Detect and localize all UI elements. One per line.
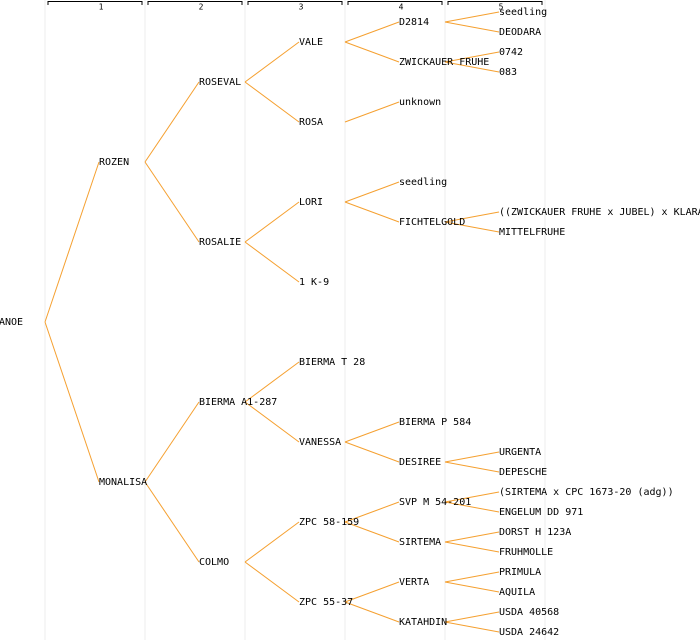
node-label: DORST H 123A [499,527,571,538]
node-label: MITTELFRUHE [499,227,565,238]
generation-bracket [347,1,443,5]
branch-line [244,201,300,243]
node-label: ((ZWICKAUER FRUHE x JUBEL) x KLARA) [499,207,700,218]
node-label: VERTA [399,577,429,588]
generation-number: 1 [99,3,104,12]
branch-line [44,161,100,323]
node-label: ZWICKAUER FRUHE [399,57,489,68]
branch-line [244,361,300,403]
branch-line [344,441,400,463]
node-label: DESIREE [399,457,441,468]
node-label: AQUILA [499,587,535,598]
branch-line [444,451,500,463]
branch-line [444,491,500,503]
node-label: KATAHDIN [399,617,447,628]
node-label: COLMO [199,557,229,568]
branch-line [444,211,500,223]
node-label: URGENTA [499,447,541,458]
node-label: ENGELUM DD 971 [499,507,583,518]
generation-number: 4 [399,3,404,12]
branch-line [344,501,400,523]
branch-line [244,81,300,123]
node-label: seedling [499,7,547,18]
branch-line [344,21,400,43]
node-label: VANESSA [299,437,341,448]
node-label: unknown [399,97,441,108]
branch-line [444,531,500,543]
node-label: 083 [499,67,517,78]
generation-bracket [447,1,543,5]
branch-line [144,481,200,563]
branch-line [444,61,500,73]
branch-line [444,51,500,63]
branch-line [444,221,500,233]
branch-line [444,21,500,33]
branch-line [244,561,300,603]
node-label: ANOE [0,317,23,328]
node-label: ZPC 55-37 [299,597,353,608]
node-label: ROZEN [99,157,129,168]
generation-bracket [47,1,143,5]
generation-number: 5 [499,3,504,12]
branch-line [344,581,400,603]
node-label: ROSEVAL [199,77,241,88]
generation-bracket [147,1,243,5]
branch-line [144,81,200,163]
node-label: SVP M 54-201 [399,497,471,508]
node-label: DEODARA [499,27,541,38]
branch-line [444,11,500,23]
node-label: (SIRTEMA x CPC 1673-20 (adg)) [499,487,674,498]
node-label: BIERMA A1-287 [199,397,277,408]
node-label: USDA 40568 [499,607,559,618]
branch-line [344,101,400,123]
node-label: PRIMULA [499,567,541,578]
branch-line [444,621,500,633]
branch-line [44,321,100,483]
branch-line [444,571,500,583]
node-label: D2814 [399,17,429,28]
node-label: FRUHMOLLE [499,547,553,558]
branch-line [144,401,200,483]
branch-line [244,41,300,83]
node-label: DEPESCHE [499,467,547,478]
branch-line [444,501,500,513]
generation-number: 3 [299,3,304,12]
branch-line [344,181,400,203]
node-label: MONALISA [99,477,147,488]
generation-number: 2 [199,3,204,12]
node-label: FICHTELGOLD [399,217,465,228]
branch-line [344,421,400,443]
node-label: LORI [299,197,323,208]
branch-line [244,241,300,283]
node-label: ROSA [299,117,323,128]
branch-line [444,461,500,473]
node-label: ROSALIE [199,237,241,248]
node-label: seedling [399,177,447,188]
node-label: BIERMA P 584 [399,417,471,428]
node-label: BIERMA T 28 [299,357,365,368]
node-label: USDA 24642 [499,627,559,638]
generation-bracket [247,1,343,5]
branch-line [444,541,500,553]
branch-line [244,521,300,563]
branch-line [344,41,400,63]
branch-line [344,201,400,223]
node-label: SIRTEMA [399,537,441,548]
branch-line [244,401,300,443]
node-label: 0742 [499,47,523,58]
branch-line [144,161,200,243]
branch-line [444,581,500,593]
branch-line [344,521,400,543]
node-label: 1 K-9 [299,277,329,288]
node-label: VALE [299,37,323,48]
node-label: ZPC 58-159 [299,517,359,528]
branch-line [444,611,500,623]
branch-line [344,601,400,623]
